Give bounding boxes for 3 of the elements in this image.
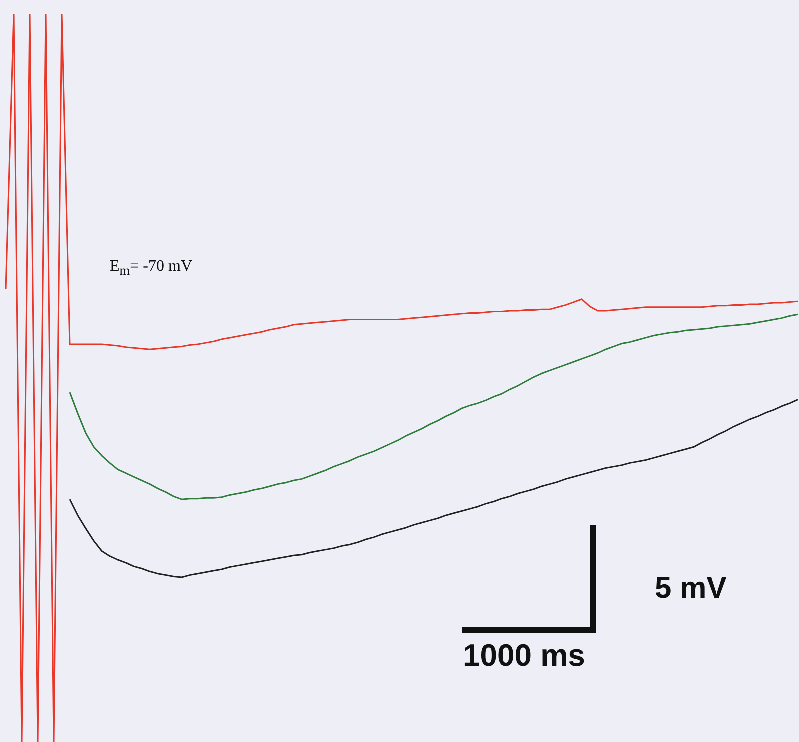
annotation: E$_{m}$= -70 mV [110, 258, 193, 280]
annotation: 5 mV [655, 572, 727, 606]
annotation: 1000 ms [463, 638, 586, 674]
